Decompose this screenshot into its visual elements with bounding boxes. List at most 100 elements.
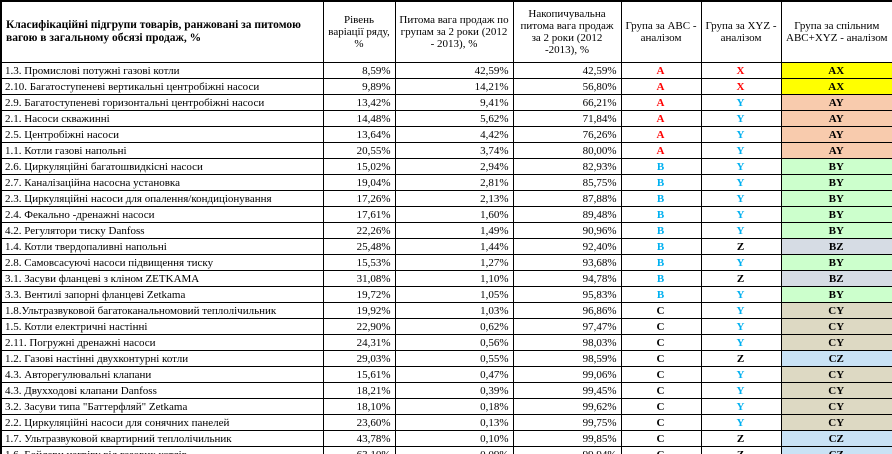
xyz-group-cell: X: [700, 78, 782, 95]
product-name-cell: 3.1. Засуви фланцеві з кліном ZETKAMA: [0, 270, 324, 287]
xyz-group-cell: X: [700, 62, 782, 79]
table-row: 1.3. Промислові потужні газові котли 8,5…: [0, 62, 892, 79]
variation-value-cell: 15,61%: [322, 366, 396, 383]
table-row: 2.4. Фекально -дренажні насоси 17,61% 1,…: [0, 206, 892, 223]
variation-value-cell: 23,60%: [322, 414, 396, 431]
share-value-cell: 0,39%: [394, 382, 514, 399]
xyz-group-cell: Z: [700, 350, 782, 367]
xyz-group-cell: Z: [700, 270, 782, 287]
cumulative-value-cell: 85,75%: [512, 174, 622, 191]
variation-value-cell: 8,59%: [322, 62, 396, 79]
table-row: 3.2. Засуви типа "Баттерфляй" Zetkama 18…: [0, 398, 892, 415]
xyz-group-cell: Y: [700, 94, 782, 111]
table-row: 1.4. Котли твердопаливні напольні 25,48%…: [0, 238, 892, 255]
abc-group-cell: C: [620, 414, 702, 431]
table-row: 1.2. Газові настінні двухконтурні котли …: [0, 350, 892, 367]
share-value-cell: 42,59%: [394, 62, 514, 79]
share-value-cell: 1,27%: [394, 254, 514, 271]
variation-value-cell: 17,61%: [322, 206, 396, 223]
cumulative-value-cell: 82,93%: [512, 158, 622, 175]
variation-value-cell: 13,64%: [322, 126, 396, 143]
variation-value-cell: 22,26%: [322, 222, 396, 239]
table-row: 1.7. Ультразвуковой квартирний теплолічи…: [0, 430, 892, 447]
share-value-cell: 14,21%: [394, 78, 514, 95]
share-value-cell: 1,60%: [394, 206, 514, 223]
abc-group-cell: B: [620, 190, 702, 207]
cumulative-value-cell: 95,83%: [512, 286, 622, 303]
share-value-cell: 1,05%: [394, 286, 514, 303]
share-value-cell: 3,74%: [394, 142, 514, 159]
xyz-group-cell: Y: [700, 414, 782, 431]
table-row: 2.10. Багатоступеневі вертикальні центро…: [0, 78, 892, 95]
column-header-cumulative-share: Накопичувальна питома вага продаж за 2 р…: [512, 0, 622, 63]
cumulative-value-cell: 93,68%: [512, 254, 622, 271]
xyz-group-cell: Y: [700, 126, 782, 143]
cumulative-value-cell: 98,59%: [512, 350, 622, 367]
cumulative-value-cell: 66,21%: [512, 94, 622, 111]
abc-group-cell: B: [620, 206, 702, 223]
abc-group-cell: A: [620, 126, 702, 143]
share-value-cell: 0,47%: [394, 366, 514, 383]
abc-group-cell: B: [620, 158, 702, 175]
product-name-cell: 1.2. Газові настінні двухконтурні котли: [0, 350, 324, 367]
xyz-group-cell: Y: [700, 318, 782, 335]
combined-group-cell: AX: [780, 62, 892, 79]
combined-group-cell: CZ: [780, 430, 892, 447]
variation-value-cell: 14,48%: [322, 110, 396, 127]
abc-group-cell: C: [620, 334, 702, 351]
combined-group-cell: BY: [780, 158, 892, 175]
product-name-cell: 3.3. Вентилі запорні фланцеві Zetkama: [0, 286, 324, 303]
product-name-cell: 1.1. Котли газові напольні: [0, 142, 324, 159]
abc-group-cell: A: [620, 94, 702, 111]
combined-group-cell: CY: [780, 382, 892, 399]
cumulative-value-cell: 92,40%: [512, 238, 622, 255]
variation-value-cell: 18,21%: [322, 382, 396, 399]
variation-value-cell: 19,04%: [322, 174, 396, 191]
share-value-cell: 1,49%: [394, 222, 514, 239]
product-name-cell: 1.3. Промислові потужні газові котли: [0, 62, 324, 79]
product-name-cell: 2.7. Каналізаційна насосна установка: [0, 174, 324, 191]
abc-group-cell: C: [620, 350, 702, 367]
table-row: 3.1. Засуви фланцеві з кліном ZETKAMA 31…: [0, 270, 892, 287]
column-header-abc-group: Група за ABC - аналізом: [620, 0, 702, 63]
combined-group-cell: CY: [780, 414, 892, 431]
cumulative-value-cell: 42,59%: [512, 62, 622, 79]
column-header-variation-level: Рівень варіації ряду, %: [322, 0, 396, 63]
combined-group-cell: CZ: [780, 446, 892, 454]
combined-group-cell: AY: [780, 94, 892, 111]
product-name-cell: 1.7. Ультразвуковой квартирний теплолічи…: [0, 430, 324, 447]
product-name-cell: 4.3. Двухходові клапани Danfoss: [0, 382, 324, 399]
product-name-cell: 2.2. Циркуляційні насоси для сонячних па…: [0, 414, 324, 431]
table-row: 1.8.Ультразвуковой багатоканальномовий т…: [0, 302, 892, 319]
table-row: 1.5. Котли електричні настінні 22,90% 0,…: [0, 318, 892, 335]
abc-group-cell: C: [620, 366, 702, 383]
table-row: 4.3. Двухходові клапани Danfoss 18,21% 0…: [0, 382, 892, 399]
xyz-group-cell: Y: [700, 174, 782, 191]
share-value-cell: 2,81%: [394, 174, 514, 191]
product-name-cell: 2.6. Циркуляційні багатошвидкісні насоси: [0, 158, 324, 175]
abc-group-cell: B: [620, 254, 702, 271]
column-header-combined-group: Група за спільним ABC+XYZ - аналізом: [780, 0, 892, 63]
share-value-cell: 0,10%: [394, 430, 514, 447]
variation-value-cell: 19,72%: [322, 286, 396, 303]
abc-group-cell: B: [620, 238, 702, 255]
table-row: 2.1. Насоси скважинні 14,48% 5,62% 71,84…: [0, 110, 892, 127]
product-name-cell: 1.8.Ультразвуковой багатоканальномовий т…: [0, 302, 324, 319]
xyz-group-cell: Z: [700, 430, 782, 447]
combined-group-cell: BY: [780, 222, 892, 239]
product-name-cell: 4.3. Авторегулювальні клапани: [0, 366, 324, 383]
variation-value-cell: 15,53%: [322, 254, 396, 271]
table-row: 2.5. Центробіжні насоси 13,64% 4,42% 76,…: [0, 126, 892, 143]
variation-value-cell: 19,92%: [322, 302, 396, 319]
combined-group-cell: CY: [780, 318, 892, 335]
xyz-group-cell: Y: [700, 222, 782, 239]
table-row: 1.1. Котли газові напольні 20,55% 3,74% …: [0, 142, 892, 159]
product-name-cell: 2.10. Багатоступеневі вертикальні центро…: [0, 78, 324, 95]
share-value-cell: 0,18%: [394, 398, 514, 415]
product-name-cell: 2.9. Багатоступеневі горизонтальні центр…: [0, 94, 324, 111]
variation-value-cell: 29,03%: [322, 350, 396, 367]
abc-group-cell: B: [620, 270, 702, 287]
cumulative-value-cell: 90,96%: [512, 222, 622, 239]
product-name-cell: 4.2. Регулятори тиску Danfoss: [0, 222, 324, 239]
column-header-sales-share: Питома вага продаж по групам за 2 роки (…: [394, 0, 514, 63]
